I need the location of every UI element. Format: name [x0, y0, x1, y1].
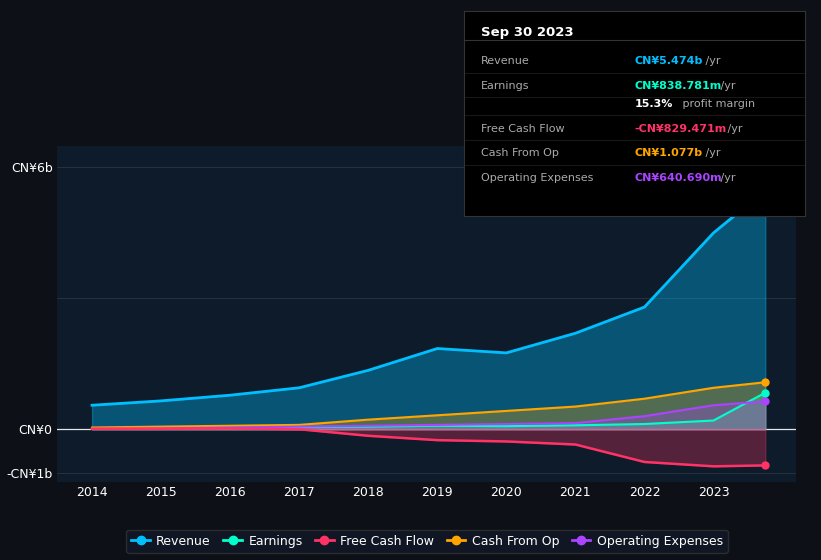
Text: Revenue: Revenue [481, 56, 530, 66]
Text: /yr: /yr [702, 148, 720, 158]
Text: Earnings: Earnings [481, 81, 530, 91]
Text: Sep 30 2023: Sep 30 2023 [481, 26, 574, 39]
Text: CN¥640.690m: CN¥640.690m [635, 172, 722, 183]
Text: 15.3%: 15.3% [635, 99, 672, 109]
Text: /yr: /yr [717, 172, 735, 183]
Text: -CN¥829.471m: -CN¥829.471m [635, 124, 727, 134]
Legend: Revenue, Earnings, Free Cash Flow, Cash From Op, Operating Expenses: Revenue, Earnings, Free Cash Flow, Cash … [126, 530, 727, 553]
Text: Operating Expenses: Operating Expenses [481, 172, 594, 183]
Text: CN¥1.077b: CN¥1.077b [635, 148, 702, 158]
Text: /yr: /yr [724, 124, 743, 134]
Text: CN¥5.474b: CN¥5.474b [635, 56, 703, 66]
Text: profit margin: profit margin [678, 99, 754, 109]
Text: /yr: /yr [717, 81, 735, 91]
Text: /yr: /yr [702, 56, 720, 66]
Text: CN¥838.781m: CN¥838.781m [635, 81, 722, 91]
Text: Cash From Op: Cash From Op [481, 148, 559, 158]
Text: Free Cash Flow: Free Cash Flow [481, 124, 565, 134]
